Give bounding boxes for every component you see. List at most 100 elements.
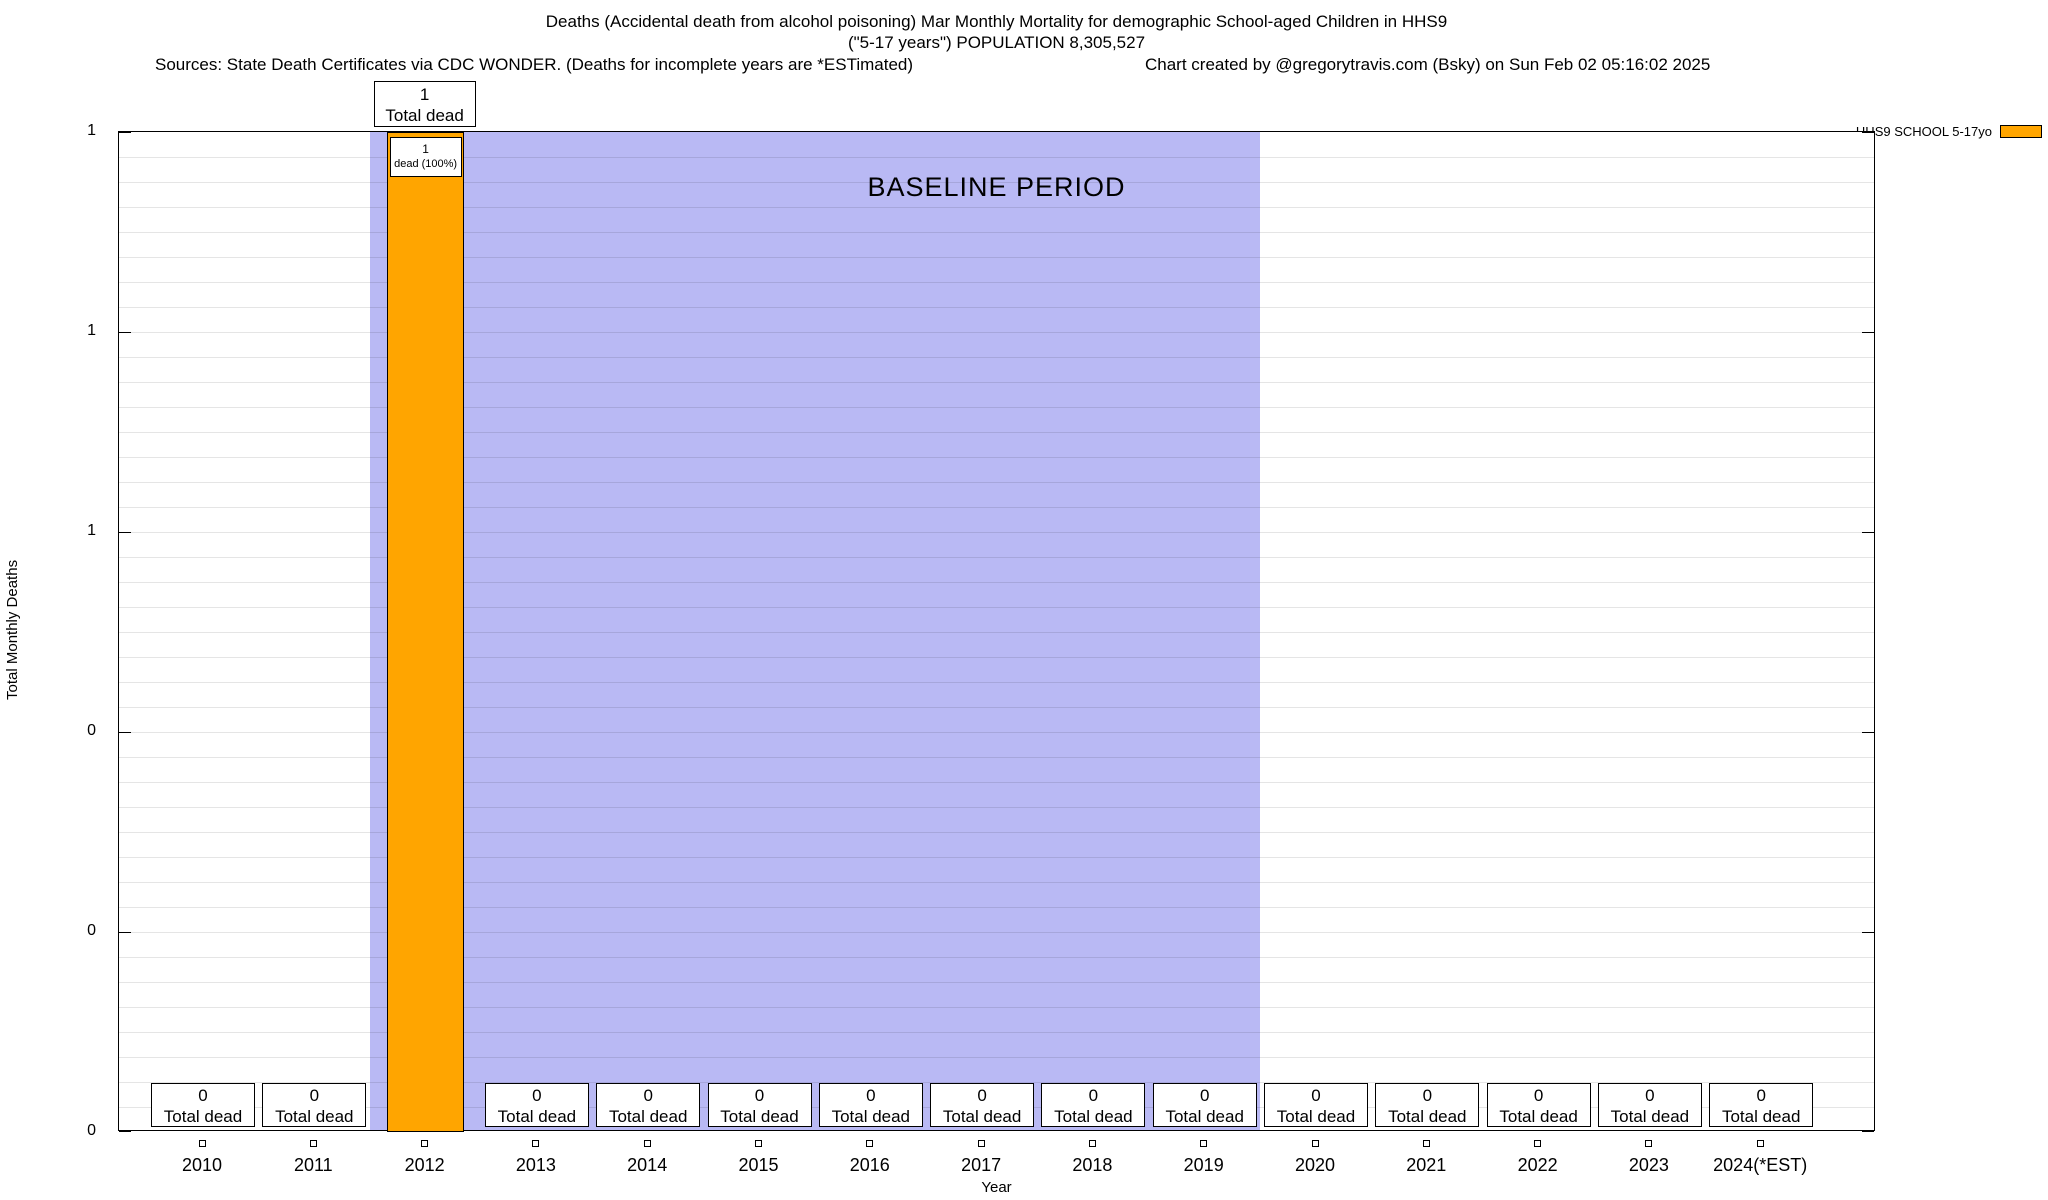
gridline [119,932,1874,933]
zero-total-label-box: 0 Total dead [1264,1083,1368,1127]
gridline [119,232,1874,233]
gridline [119,832,1874,833]
y-tick-mark [1862,1131,1874,1132]
y-tick-mark [119,1131,131,1132]
x-tick-label: 2019 [1183,1155,1224,1175]
total-dead-value: 0 [309,1086,320,1105]
chart-title: Deaths (Accidental death from alcohol po… [545,12,1448,31]
y-tick-label: 1 [87,122,96,139]
x-tick-label: 2016 [849,1155,890,1175]
gridline [119,632,1874,633]
total-dead-caption: Total dead [1499,1107,1578,1126]
x-axis-title: Year [981,1179,1012,1196]
total-dead-value: 0 [866,1086,876,1105]
x-tick-label: 2014 [627,1155,668,1175]
y-tick-mark [1862,132,1874,133]
total-dead-value: 0 [1311,1086,1321,1105]
zero-total-label-box: 0 Total dead [262,1083,367,1127]
legend-color-swatch [2000,125,2042,138]
total-dead-value: 0 [198,1086,208,1105]
gridline [119,582,1874,583]
zero-point-marker [1088,1140,1096,1147]
gridline [119,757,1874,758]
x-tick-label: 2011 [293,1155,333,1175]
gridline [119,457,1874,458]
total-dead-caption: Total dead [385,106,464,125]
x-tick-label: 2012 [404,1155,445,1175]
y-tick-label: 0 [87,1122,96,1139]
y-tick-mark [1862,732,1874,733]
x-tick-label: 2015 [738,1155,779,1175]
zero-point-marker [1311,1140,1319,1147]
x-tick-label: 2010 [181,1155,223,1175]
total-dead-value: 0 [1199,1086,1210,1105]
zero-point-marker [1200,1140,1208,1147]
y-tick-label: 0 [87,922,96,939]
y-tick-mark [119,732,131,733]
gridline [119,732,1874,733]
total-dead-caption: Total dead [942,1107,1022,1126]
gridline [119,557,1874,558]
zero-total-label-box: 0 Total dead [151,1083,255,1127]
zero-point-marker [643,1140,651,1147]
total-dead-value: 0 [1422,1086,1433,1105]
gridline [119,857,1874,858]
gridline [119,532,1874,533]
gridline [119,157,1874,158]
total-dead-value: 0 [1533,1086,1544,1105]
gridline [119,1057,1874,1058]
y-tick-label: 1 [87,322,96,339]
total-dead-caption: Total dead [1721,1107,1801,1126]
gridline [119,257,1874,258]
baseline-label: BASELINE PERIOD [867,172,1126,202]
x-tick-label: 2020 [1294,1155,1336,1175]
gridline [119,1032,1874,1033]
total-dead-value: 0 [1756,1086,1766,1105]
total-dead-caption: Total dead [163,1107,243,1126]
total-dead-caption: Total dead [1165,1107,1244,1126]
total-dead-caption: Total dead [1388,1107,1467,1126]
total-dead-caption: Total dead [608,1107,688,1126]
zero-total-label-box: 0 Total dead [930,1083,1035,1127]
gridline [119,907,1874,908]
gridline [119,682,1874,683]
total-dead-caption: Total dead [831,1107,911,1126]
y-tick-label: 0 [87,722,96,739]
gridline [119,982,1874,983]
bar-inner-label-box: 1 dead (100%) [389,137,462,177]
total-dead-caption: Total dead [1610,1107,1690,1126]
zero-point-marker [977,1140,985,1147]
x-tick-label: 2021 [1406,1155,1447,1175]
total-dead-value: 0 [1645,1086,1655,1105]
gridline [119,707,1874,708]
y-tick-mark [119,132,131,133]
total-dead-caption: Total dead [1054,1107,1133,1126]
y-tick-mark [1862,332,1874,333]
x-tick-label: 2018 [1072,1155,1113,1175]
gridline [119,1007,1874,1008]
total-dead-value: 1 [419,85,430,104]
zero-point-marker [1756,1140,1764,1147]
zero-point-marker [198,1140,206,1147]
total-dead-value: 0 [754,1086,765,1105]
total-dead-caption: Total dead [720,1107,799,1126]
chart-credit-note: Chart created by @gregorytravis.com (Bsk… [1145,55,1711,74]
gridline [119,882,1874,883]
x-tick-label: 2022 [1517,1155,1558,1175]
bar-total-label-box: 1 Total dead [373,81,476,127]
gridline [119,207,1874,208]
y-axis-tick-labels: 0 0 0 1 1 1 [0,122,110,1139]
zero-total-label-box: 0 Total dead [707,1083,812,1127]
gridline [119,357,1874,358]
zero-point-marker [866,1140,874,1147]
gridline [119,407,1874,408]
total-dead-value: 0 [643,1086,653,1105]
total-dead-value: 0 [977,1086,987,1105]
zero-total-label-box: 0 Total dead [1597,1083,1702,1127]
y-tick-mark [1862,932,1874,933]
plot-area: BASELINE PERIOD 0 Total dead 0 Total dead 1 d… [118,131,1875,1132]
zero-total-label-box: 0 Total dead [596,1083,701,1127]
data-bar [387,132,465,1132]
zero-total-label-box: 0 Total dead [1375,1083,1480,1127]
